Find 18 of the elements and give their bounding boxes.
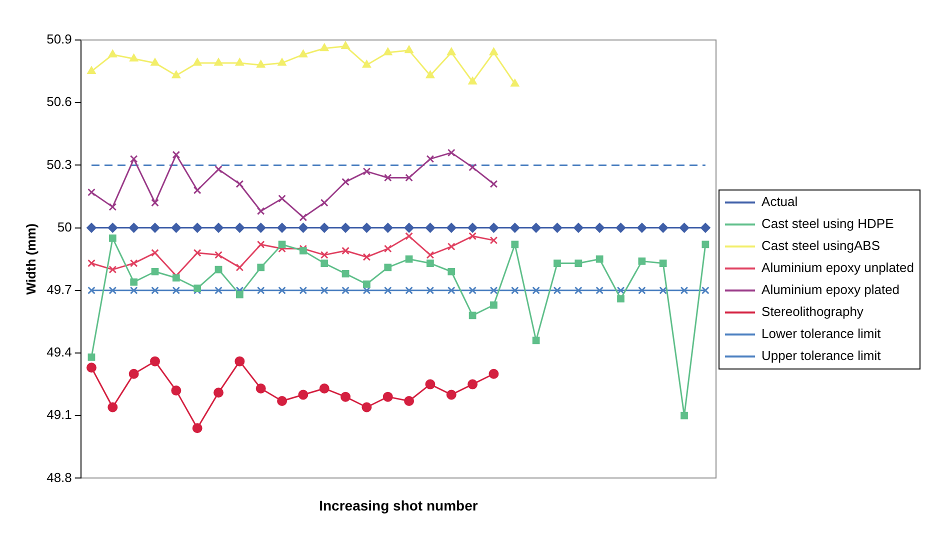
legend-label: Actual <box>762 194 798 210</box>
legend-label: Aluminium epoxy plated <box>762 282 900 298</box>
y-axis-title: Width (mm) <box>23 223 38 295</box>
x-axis-title: Increasing shot number <box>319 497 478 514</box>
legend-label: Upper tolerance limit <box>762 348 882 364</box>
legend-label: Stereolithography <box>762 304 864 320</box>
legend-label: Cast steel usingABS <box>762 238 880 254</box>
y-tick-label: 49.7 <box>46 282 72 297</box>
y-tick-label: 50 <box>57 219 72 234</box>
y-tick-label: 50.9 <box>46 32 72 47</box>
y-tick-label: 50.6 <box>46 94 72 110</box>
legend-label: Cast steel using HDPE <box>762 216 894 232</box>
y-tick-label: 49.4 <box>46 344 72 360</box>
y-tick-label: 49.1 <box>46 407 72 422</box>
y-tick-label: 48.8 <box>46 470 72 485</box>
legend-label: Aluminium epoxy unplated <box>762 260 914 276</box>
y-tick-label: 50.3 <box>46 156 72 172</box>
legend-label: Lower tolerance limit <box>762 326 882 342</box>
